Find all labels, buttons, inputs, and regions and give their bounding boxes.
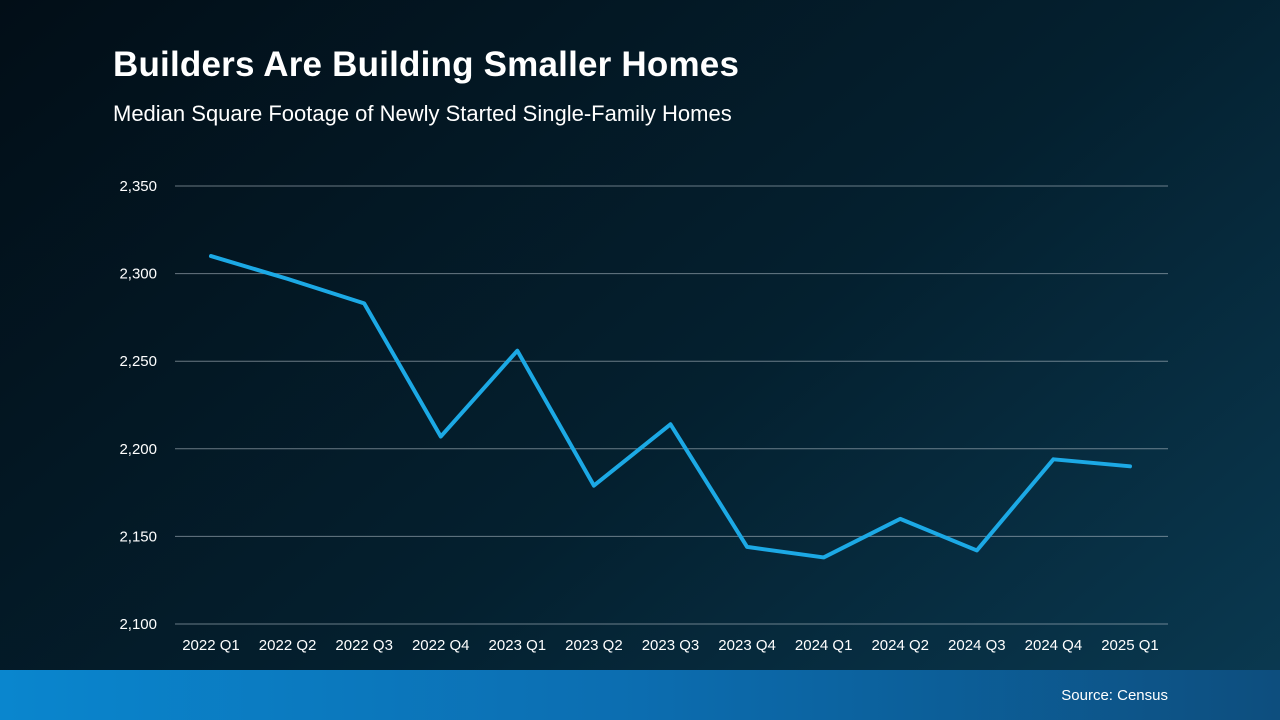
y-axis-tick-label: 2,100 [119,616,157,633]
footer-bar: Source: Census [0,670,1280,720]
source-label: Source: Census [1061,686,1168,704]
x-axis-tick-label: 2023 Q1 [489,637,547,654]
x-axis-tick-label: 2023 Q4 [718,637,776,654]
chart-header: Builders Are Building Smaller Homes Medi… [113,45,740,127]
y-axis-tick-label: 2,200 [119,441,157,458]
x-axis-tick-label: 2022 Q2 [259,637,317,654]
x-axis-tick-label: 2023 Q2 [565,637,623,654]
y-axis-tick-label: 2,300 [119,266,157,283]
x-axis-tick-label: 2022 Q4 [412,637,470,654]
y-axis-tick-label: 2,250 [119,353,157,370]
x-axis-tick-label: 2022 Q1 [182,637,240,654]
data-line-series [209,254,1132,560]
x-axis-tick-label: 2024 Q4 [1025,637,1083,654]
y-axis-tick-label: 2,350 [119,178,157,195]
x-axis-tick-label: 2022 Q3 [335,637,393,654]
chart-title: Builders Are Building Smaller Homes [113,45,740,84]
y-axis-tick-label: 2,150 [119,528,157,545]
x-axis-tick-label: 2024 Q1 [795,637,853,654]
x-axis-tick-label: 2024 Q2 [871,637,929,654]
x-axis-tick-label: 2023 Q3 [642,637,700,654]
x-axis-tick-label: 2025 Q1 [1101,637,1159,654]
chart-subtitle: Median Square Footage of Newly Started S… [113,100,732,126]
x-axis-tick-label: 2024 Q3 [948,637,1006,654]
